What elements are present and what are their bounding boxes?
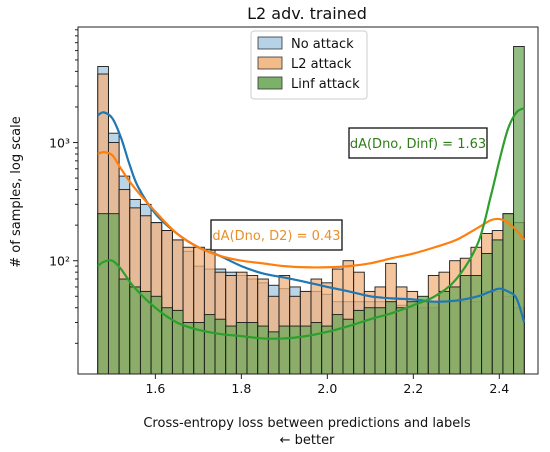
y-tick-label: 10³ <box>49 136 70 151</box>
legend-label: L2 attack <box>291 57 352 72</box>
kde-curve <box>97 151 526 269</box>
annotation-box <box>210 219 343 251</box>
legend-label: No attack <box>291 37 354 52</box>
hist-bar <box>214 318 227 374</box>
hist-bar <box>470 275 483 374</box>
annotation-text: dA(Dno, D2) = 0.43 <box>212 229 340 244</box>
hist-bar <box>107 213 120 374</box>
hist-bar <box>182 322 195 374</box>
hist-bar <box>97 213 109 374</box>
kde-curve <box>97 107 525 340</box>
hist-bar <box>257 325 269 374</box>
hist-bar <box>278 325 291 374</box>
plot-frame <box>77 26 539 375</box>
x-tick-label: 2.2 <box>403 381 423 396</box>
legend: No attack L2 attack Linf attack <box>250 30 368 100</box>
x-tick-label: 1.6 <box>145 381 165 396</box>
legend-swatch <box>257 76 283 90</box>
legend-swatch <box>257 56 283 70</box>
hist-bar <box>513 46 525 374</box>
hist-bar <box>417 295 429 374</box>
hist-bar <box>438 290 451 374</box>
x-tick-label: 2.4 <box>489 381 509 396</box>
legend-swatch <box>257 36 283 50</box>
x-tick-label: 1.8 <box>231 381 251 396</box>
hist-bar <box>289 325 301 374</box>
hist-bar <box>459 275 472 374</box>
hist-bar <box>129 286 141 374</box>
hist-bar <box>427 301 440 374</box>
hist-bar <box>395 307 408 374</box>
y-tick-label: 10² <box>49 254 70 269</box>
annotation-box <box>348 127 488 159</box>
legend-label: Linf attack <box>291 77 360 92</box>
hist-bar <box>406 301 419 374</box>
hist-bar <box>235 322 248 374</box>
chart-title: L2 adv. trained <box>247 4 367 23</box>
annotation-text: dA(Dno, Dinf) = 1.63 <box>350 137 486 152</box>
hist-bar <box>353 309 365 374</box>
hist-bar <box>310 322 323 374</box>
hist-bar <box>246 322 259 374</box>
x-tick-label: 2.0 <box>317 381 337 396</box>
x-axis-note: ← better <box>280 433 335 448</box>
x-axis-label: Cross-entropy loss between predictions a… <box>143 416 470 431</box>
hist-bar <box>118 278 131 374</box>
hist-bar <box>203 314 216 374</box>
hist-bar <box>331 314 344 374</box>
kde-curve <box>97 111 526 323</box>
hist-bar <box>225 325 237 374</box>
hist-bar <box>491 239 504 374</box>
hist-bar <box>481 253 493 374</box>
hist-bar <box>299 325 312 374</box>
y-axis-label: # of samples, log scale <box>9 116 24 267</box>
series-bars-2 <box>97 46 525 374</box>
